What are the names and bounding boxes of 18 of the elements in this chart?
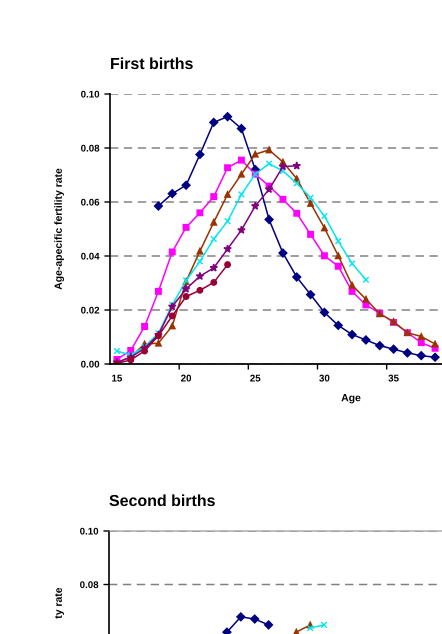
- y-tick-label: 0.10: [80, 528, 98, 535]
- x-tick-label: 25: [250, 374, 260, 382]
- x-tick-label: 30: [319, 374, 330, 382]
- x-axis-title: Age: [341, 394, 360, 404]
- y-axis-title: Age-apecific fertility rate: [54, 168, 64, 290]
- y-tick-label: 0.04: [81, 252, 100, 260]
- x-tick-label: 20: [181, 374, 192, 382]
- x-tick-label: 15: [112, 374, 122, 382]
- y-tick-label: 0.10: [81, 90, 100, 98]
- x-tick-label: 35: [388, 374, 399, 382]
- y-tick-label: 0.00: [81, 360, 100, 368]
- y-tick-label: 0.08: [81, 144, 100, 152]
- y-tick-label: 0.02: [81, 306, 100, 314]
- y-tick-label: 0.08: [80, 581, 98, 588]
- y-axis-title: ty rate: [55, 588, 64, 619]
- chart-title: Second births: [109, 494, 215, 506]
- y-tick-label: 0.06: [81, 198, 100, 206]
- chart-title: First births: [111, 57, 193, 70]
